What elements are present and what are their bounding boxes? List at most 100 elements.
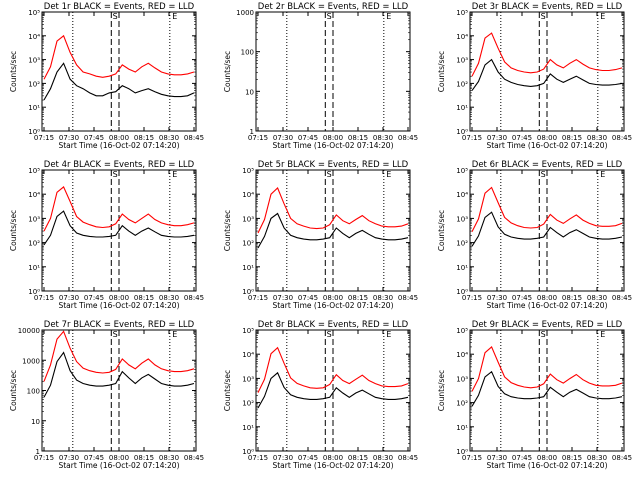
y-tick-label: 10²: [242, 400, 254, 408]
y-tick-label: 10¹: [28, 104, 40, 112]
x-tick-label: 07:15: [248, 134, 268, 142]
y-tick-label: 10¹: [456, 104, 468, 112]
chart-title: Det 8r BLACK = Events, RED = LLD: [258, 320, 409, 330]
y-tick-label: 10²: [28, 240, 40, 248]
x-tick-label: 08:15: [348, 294, 368, 302]
y-tick-label: 10¹: [456, 264, 468, 272]
x-axis-label: Start Time (16-Oct-02 07:14:20): [486, 141, 607, 150]
y-axis-label: Counts/sec: [223, 370, 232, 411]
chart-title: Det 1r BLACK = Events, RED = LLD: [44, 2, 195, 12]
x-tick-label: 08:15: [562, 294, 582, 302]
x-tick-label: 07:45: [512, 134, 532, 142]
events-series-line: [471, 58, 623, 91]
x-tick-label: 07:15: [462, 294, 482, 302]
x-tick-label: 07:15: [34, 454, 54, 462]
y-tick-label: 10¹: [242, 424, 254, 432]
y-tick-label: 10: [31, 418, 40, 426]
eclipse-marker-label: E: [172, 330, 177, 339]
y-tick-label: 10000: [18, 327, 40, 335]
events-series-line: [43, 62, 195, 101]
lld-series-line: [257, 346, 409, 393]
x-tick-label: 07:30: [487, 454, 507, 462]
saa-marker-label: S: [113, 12, 118, 21]
y-axis-label: Counts/sec: [9, 210, 18, 251]
eclipse-marker-label: E: [386, 12, 391, 21]
y-tick-label: 1: [36, 448, 40, 456]
y-tick-label: 10⁴: [242, 351, 254, 359]
x-tick-label: 08:30: [373, 454, 393, 462]
x-tick-label: 07:15: [248, 294, 268, 302]
y-tick-label: 10³: [456, 375, 468, 383]
x-tick-label: 08:00: [323, 454, 343, 462]
events-series-line: [43, 351, 195, 398]
y-tick-label: 1000: [236, 9, 254, 17]
lld-series-line: [43, 34, 195, 80]
x-tick-label: 08:00: [109, 454, 129, 462]
x-tick-label: 08:45: [612, 134, 632, 142]
x-tick-label: 07:15: [248, 454, 268, 462]
x-axis-label: Start Time (16-Oct-02 07:14:20): [486, 301, 607, 310]
x-tick-label: 08:45: [398, 134, 418, 142]
y-tick-label: 100: [241, 49, 254, 57]
lld-series-line: [43, 330, 195, 382]
y-tick-label: 10⁴: [456, 33, 468, 41]
y-tick-label: 10⁰: [456, 128, 468, 136]
events-series-line: [257, 371, 409, 409]
x-axis-label: Start Time (16-Oct-02 07:14:20): [486, 461, 607, 470]
x-tick-label: 08:45: [398, 454, 418, 462]
x-tick-label: 08:00: [323, 294, 343, 302]
y-tick-label: 10⁵: [456, 327, 468, 335]
y-tick-label: 10³: [456, 57, 468, 65]
y-tick-label: 10¹: [28, 264, 40, 272]
x-tick-label: 08:30: [587, 294, 607, 302]
y-tick-label: 10⁵: [242, 327, 254, 335]
chart-title: Det 9r BLACK = Events, RED = LLD: [472, 320, 623, 330]
y-tick-label: 10⁵: [242, 167, 254, 175]
y-tick-label: 10²: [456, 400, 468, 408]
saa-marker-label: S: [327, 12, 332, 21]
x-axis-label: Start Time (16-Oct-02 07:14:20): [272, 461, 393, 470]
x-tick-label: 07:45: [512, 454, 532, 462]
x-tick-label: 07:45: [298, 134, 318, 142]
y-tick-label: 100: [27, 388, 40, 396]
x-tick-label: 07:30: [273, 454, 293, 462]
x-tick-label: 08:15: [134, 134, 154, 142]
saa-marker-label: S: [327, 170, 332, 179]
x-tick-label: 08:45: [184, 294, 204, 302]
chart-title: Det 7r BLACK = Events, RED = LLD: [44, 320, 195, 330]
x-tick-label: 07:15: [34, 134, 54, 142]
x-tick-label: 07:30: [487, 294, 507, 302]
y-tick-label: 10⁰: [456, 288, 468, 296]
eclipse-marker-label: E: [172, 170, 177, 179]
x-tick-label: 08:30: [587, 454, 607, 462]
x-axis-label: Start Time (16-Oct-02 07:14:20): [58, 141, 179, 150]
y-axis-label: Counts/sec: [437, 51, 446, 92]
y-tick-label: 10⁵: [456, 167, 468, 175]
y-axis-label: Counts/sec: [9, 51, 18, 92]
x-axis-label: Start Time (16-Oct-02 07:14:20): [272, 141, 393, 150]
x-tick-label: 07:30: [59, 134, 79, 142]
y-tick-label: 10⁴: [242, 191, 254, 199]
y-tick-label: 10⁰: [456, 448, 468, 456]
y-tick-label: 10⁵: [28, 167, 40, 175]
x-tick-label: 07:15: [462, 454, 482, 462]
x-axis-label: Start Time (16-Oct-02 07:14:20): [272, 301, 393, 310]
x-tick-label: 07:15: [34, 294, 54, 302]
x-axis-label: Start Time (16-Oct-02 07:14:20): [58, 461, 179, 470]
eclipse-marker-label: E: [172, 12, 177, 21]
x-tick-label: 07:45: [84, 134, 104, 142]
y-tick-label: 10³: [28, 215, 40, 223]
x-tick-label: 07:45: [84, 294, 104, 302]
y-tick-label: 10: [245, 88, 254, 96]
x-tick-label: 08:45: [612, 294, 632, 302]
x-tick-label: 08:00: [109, 294, 129, 302]
events-series-line: [43, 210, 195, 246]
x-tick-label: 08:15: [562, 454, 582, 462]
x-tick-label: 08:00: [323, 134, 343, 142]
events-series-line: [257, 212, 409, 249]
y-tick-label: 10³: [456, 215, 468, 223]
y-tick-label: 10²: [242, 240, 254, 248]
x-tick-label: 08:30: [159, 294, 179, 302]
y-tick-label: 10¹: [242, 264, 254, 272]
